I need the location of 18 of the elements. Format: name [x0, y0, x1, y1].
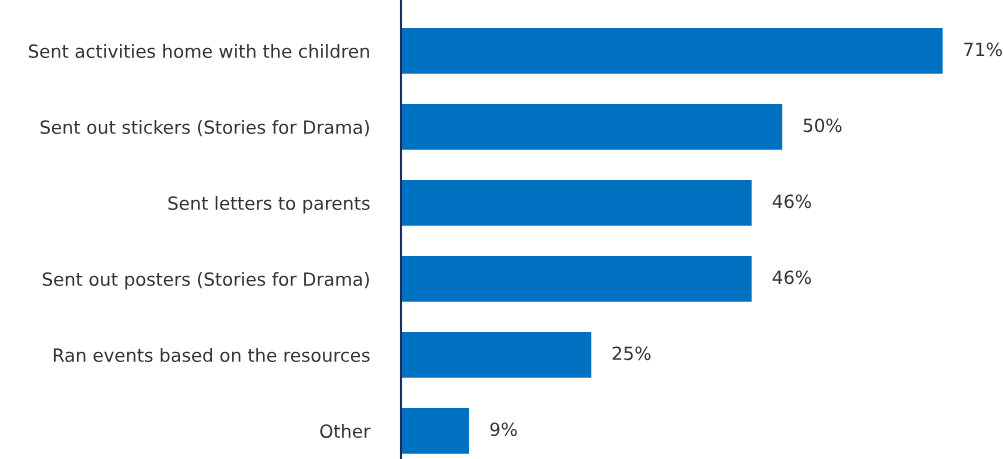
data-label: 50% — [803, 118, 842, 133]
data-label: 71% — [964, 42, 1002, 57]
bar — [401, 102, 784, 152]
y-tick-label: Sent activities home with the children — [28, 44, 369, 59]
bar — [401, 254, 754, 304]
y-tick-label: Other — [320, 424, 371, 438]
bar — [401, 406, 471, 456]
bar — [401, 26, 945, 76]
y-tick-label: Sent out stickers (Stories for Drama) — [40, 120, 369, 137]
data-label: 46% — [772, 270, 811, 285]
bar — [401, 330, 593, 380]
data-label: 9% — [490, 422, 517, 437]
y-tick-label: Ran events based on the resources — [53, 348, 370, 363]
y-tick-label: Sent out posters (Stories for Drama) — [42, 272, 369, 290]
data-label: 46% — [772, 194, 811, 209]
bar — [401, 178, 754, 228]
y-tick-label: Sent letters to parents — [168, 196, 370, 214]
data-label: 25% — [612, 346, 651, 361]
